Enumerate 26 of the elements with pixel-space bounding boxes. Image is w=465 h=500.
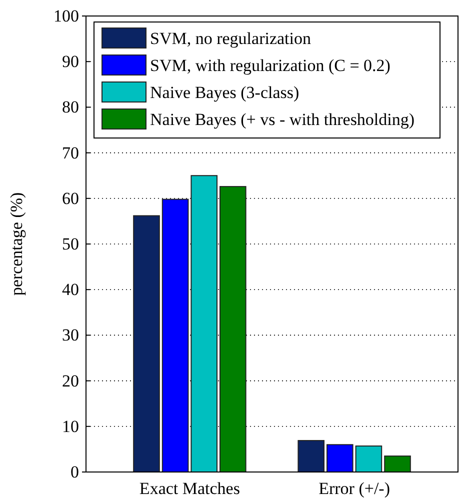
y-tick-label: 40	[62, 280, 79, 300]
y-tick-label: 60	[62, 188, 79, 208]
y-tick-label: 80	[62, 98, 79, 117]
y-tick-label: 10	[62, 416, 79, 436]
x-tick-label: Error (+/-)	[318, 479, 390, 498]
y-tick-label: 100	[54, 6, 79, 26]
y-tick-label: 0	[70, 462, 79, 482]
y-tick-label: 90	[62, 52, 79, 72]
legend-label: SVM, with regularization (C = 0.2)	[150, 56, 390, 75]
bar	[133, 215, 160, 472]
bar	[220, 186, 246, 472]
y-axis-title: percentage (%)	[7, 192, 26, 296]
y-tick-label: 30	[62, 326, 79, 345]
bar	[162, 198, 189, 472]
y-tick-label: 20	[62, 371, 79, 390]
legend-label: Naive Bayes (3-class)	[150, 83, 300, 102]
x-tick-label: Exact Matches	[139, 479, 240, 498]
bar	[326, 444, 354, 472]
y-tick-label: 50	[62, 234, 79, 254]
bar	[355, 446, 382, 472]
bar	[298, 440, 324, 472]
y-tick-label: 70	[62, 143, 79, 162]
bar	[190, 175, 218, 472]
bar	[384, 456, 411, 472]
legend-label: Naive Bayes (+ vs - with thresholding)	[150, 110, 415, 129]
legend-label: SVM, no regularization	[150, 29, 312, 48]
